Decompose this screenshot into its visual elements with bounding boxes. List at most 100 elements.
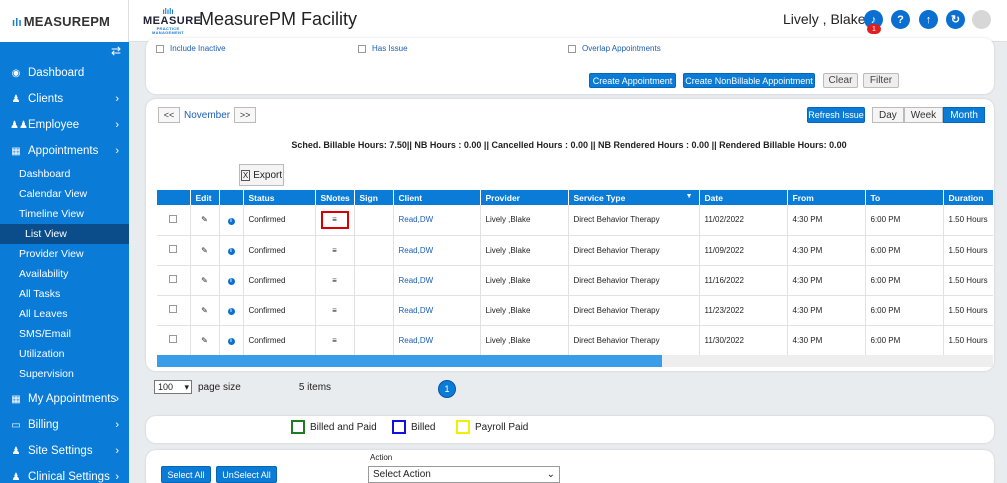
user-name[interactable]: Lively , Blake	[783, 11, 866, 27]
edit-pencil-icon[interactable]: ✎	[201, 275, 208, 285]
logout-icon[interactable]: ↻	[946, 10, 965, 29]
row-checkbox[interactable]	[169, 245, 178, 253]
table-row[interactable]: ✎ i Confirmed ≡ Read,DW Lively ,Blake Direct B…	[157, 205, 993, 236]
view-day-button[interactable]: Day	[872, 107, 904, 123]
edit-pencil-icon[interactable]: ✎	[201, 335, 208, 345]
row-checkbox[interactable]	[169, 335, 178, 343]
edit-pencil-icon[interactable]: ✎	[201, 215, 208, 225]
refresh-issue-button[interactable]: Refresh Issue	[807, 107, 865, 123]
column-header[interactable]: From	[787, 190, 866, 205]
service-cell: Direct Behavior Therapy	[568, 235, 700, 266]
edit-pencil-icon[interactable]: ✎	[201, 305, 208, 315]
session-notes-icon[interactable]: ≡	[332, 305, 337, 315]
session-notes-icon[interactable]: ≡	[332, 275, 337, 285]
filter-icon[interactable]: ▼	[685, 192, 693, 200]
sidebar-item-my-appointments[interactable]: ▦ My Appointments ›	[0, 386, 129, 412]
notification-badge: 1	[867, 24, 881, 34]
table-row[interactable]: ✎ i Confirmed ≡ Read,DW Lively ,Blake Direct B…	[157, 295, 993, 326]
info-icon[interactable]: i	[227, 308, 235, 315]
info-icon[interactable]: i	[227, 217, 235, 225]
column-header[interactable]: Edit	[190, 190, 220, 205]
sidebar-subitem-provider-view[interactable]: Provider View	[19, 248, 84, 260]
clear-button[interactable]: Clear	[823, 73, 858, 88]
info-icon[interactable]: i	[227, 278, 235, 285]
column-header[interactable]: Status	[243, 190, 316, 205]
session-notes-icon[interactable]: ≡	[320, 210, 349, 229]
session-notes-icon[interactable]: ≡	[332, 335, 337, 345]
client-link[interactable]: Read,DW	[398, 305, 434, 315]
sidebar-subitem-sms-email[interactable]: SMS/Email	[19, 328, 71, 340]
edit-pencil-icon[interactable]: ✎	[201, 245, 208, 255]
horizontal-scrollbar[interactable]	[157, 355, 993, 367]
overlap-checkbox[interactable]: Overlap Appointments	[568, 44, 661, 53]
sidebar-subitem-availability[interactable]: Availability	[19, 268, 69, 280]
sidebar-subitem-timeline-view[interactable]: Timeline View	[19, 208, 84, 220]
select-all-button[interactable]: Select All	[161, 466, 211, 483]
table-row[interactable]: ✎ i Confirmed ≡ Read,DW Lively ,Blake Direct B…	[157, 235, 993, 266]
table-row[interactable]: ✎ i Confirmed ≡ Read,DW Lively ,Blake Direct B…	[157, 325, 993, 356]
duration-cell: 1.50 Hours	[943, 235, 993, 266]
column-header[interactable]: Service Type ▼	[568, 190, 700, 205]
action-select[interactable]: Select Action ⌄	[368, 466, 560, 483]
page-1-button[interactable]: 1	[438, 380, 456, 398]
client-link[interactable]: Read,DW	[398, 335, 434, 345]
table-row[interactable]: ✎ i Confirmed ≡ Read,DW Lively ,Blake Direct B…	[157, 265, 993, 296]
sidebar-subitem-all-leaves[interactable]: All Leaves	[19, 308, 68, 320]
scrollbar-thumb[interactable]	[157, 355, 662, 367]
column-header[interactable]: Date	[699, 190, 788, 205]
sidebar-subitem-supervision[interactable]: Supervision	[19, 368, 74, 380]
column-header[interactable]: SNotes	[315, 190, 355, 205]
hours-summary: Sched. Billable Hours: 7.50|| NB Hours :…	[291, 140, 847, 150]
column-header[interactable]: Client	[393, 190, 481, 205]
session-notes-icon[interactable]: ≡	[332, 245, 337, 255]
menu-toggle-icon[interactable]: ⇄	[110, 44, 121, 58]
column-header[interactable]: Provider	[480, 190, 569, 205]
has-issue-checkbox[interactable]: Has Issue	[358, 44, 408, 53]
client-link[interactable]: Read,DW	[398, 245, 434, 255]
view-month-button[interactable]: Month	[943, 107, 985, 123]
export-button[interactable]: X Export	[239, 164, 284, 186]
create-appointment-button[interactable]: Create Appointment	[589, 73, 676, 88]
row-checkbox[interactable]	[169, 214, 178, 223]
create-nonbillable-button[interactable]: Create NonBillable Appointment	[683, 73, 815, 88]
view-week-button[interactable]: Week	[903, 107, 944, 123]
page-size-select[interactable]: 100 ▾	[154, 380, 192, 394]
info-icon[interactable]: i	[227, 248, 235, 255]
help-icon[interactable]: ?	[891, 10, 910, 29]
sidebar-item-employee[interactable]: ♟♟ Employee ›	[0, 112, 129, 138]
prev-month-button[interactable]: <<	[158, 107, 180, 123]
next-month-button[interactable]: >>	[234, 107, 257, 123]
avatar[interactable]	[972, 10, 991, 29]
column-header[interactable]	[219, 190, 244, 205]
status-cell: Confirmed	[243, 235, 316, 266]
client-link[interactable]: Read,DW	[398, 275, 434, 285]
sidebar-item-appointments[interactable]: ▦ Appointments ›	[0, 138, 129, 164]
column-header[interactable]	[157, 190, 191, 205]
sidebar-subitem-list-view[interactable]: List View	[0, 224, 129, 244]
filter-button[interactable]: Filter	[863, 73, 899, 88]
upload-icon[interactable]: ↑	[919, 10, 938, 29]
column-header[interactable]: To	[865, 190, 944, 205]
sign-cell	[354, 235, 394, 266]
sidebar-item-clinical-settings[interactable]: ♟ Clinical Settings ›	[0, 464, 129, 483]
sidebar-item-site-settings[interactable]: ♟ Site Settings ›	[0, 438, 129, 464]
info-icon[interactable]: i	[227, 338, 235, 345]
sidebar-subitem-utilization[interactable]: Utilization	[19, 348, 65, 360]
sidebar-subitem-all-tasks[interactable]: All Tasks	[19, 288, 61, 300]
row-checkbox[interactable]	[169, 305, 178, 313]
legend-swatch	[456, 420, 470, 434]
sidebar-subitem-calendar-view[interactable]: Calendar View	[19, 188, 88, 200]
unselect-all-button[interactable]: UnSelect All	[216, 466, 277, 483]
include-inactive-checkbox[interactable]: Include Inactive	[156, 44, 226, 53]
chevron-right-icon: ›	[115, 471, 119, 483]
logo[interactable]: ılı MEASUREPM	[0, 0, 129, 42]
sidebar-subitem-dashboard[interactable]: Dashboard	[19, 168, 71, 180]
column-header[interactable]: Duration	[943, 190, 993, 205]
column-header[interactable]: Sign	[354, 190, 394, 205]
sidebar-item-dashboard[interactable]: ◉ Dashboard	[0, 60, 129, 86]
sidebar-item-clients[interactable]: ♟ Clients ›	[0, 86, 129, 112]
row-checkbox[interactable]	[169, 275, 178, 283]
user-icon: ♟	[11, 93, 21, 105]
client-link[interactable]: Read,DW	[398, 215, 434, 225]
sidebar-item-billing[interactable]: ▭ Billing ›	[0, 412, 129, 438]
